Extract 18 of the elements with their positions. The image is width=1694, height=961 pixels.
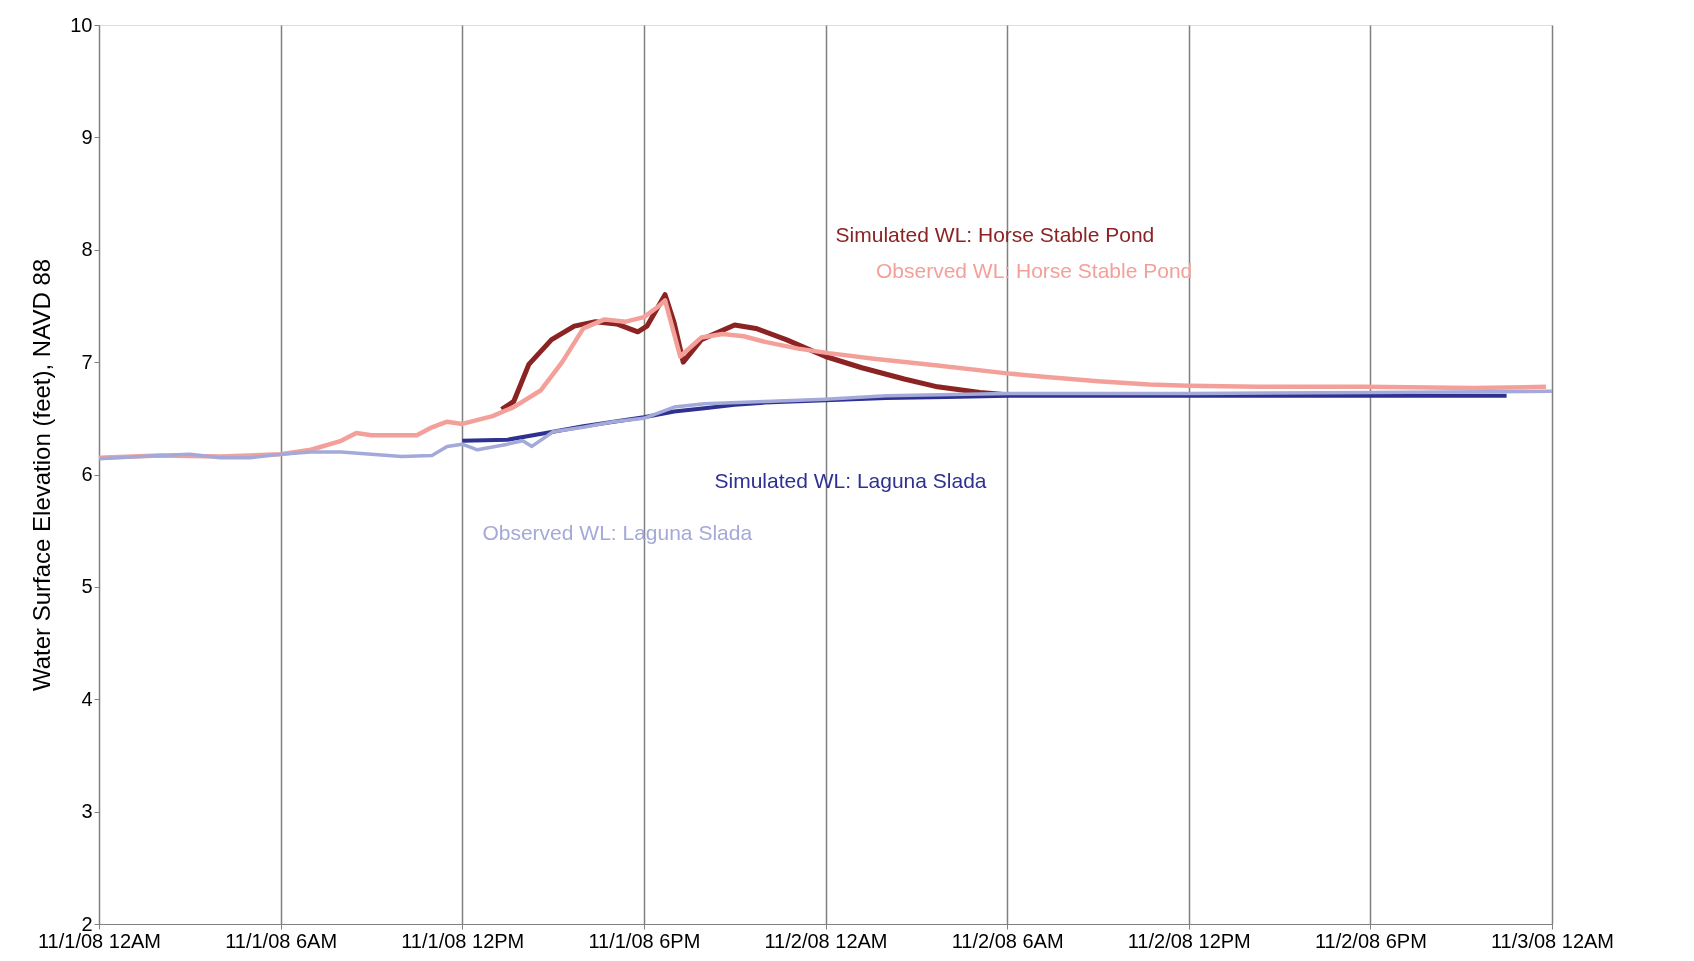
y-tick-label: 6 xyxy=(81,463,93,485)
x-tick-label: 11/2/08 6PM xyxy=(1314,929,1427,952)
x-tick-label: 11/1/08 6PM xyxy=(588,929,701,952)
y-axis-title: Water Surface Elevation (feet), NAVD 88 xyxy=(28,258,56,692)
y-tick-label: 3 xyxy=(81,800,93,823)
y-tick-label: 2 xyxy=(81,912,93,935)
x-tick-label: 11/1/08 12PM xyxy=(401,929,525,952)
y-tick-label: 9 xyxy=(81,125,93,148)
y-tick-label: 4 xyxy=(81,687,93,710)
y-tick-label: 7 xyxy=(81,350,93,373)
y-tick-label: 8 xyxy=(81,238,93,261)
y-tick-label: 5 xyxy=(81,575,93,598)
x-tick-label: 11/2/08 12PM xyxy=(1127,929,1251,952)
x-tick-label: 11/2/08 6AM xyxy=(951,929,1064,952)
x-tick-label: 11/3/08 12AM xyxy=(1490,929,1615,952)
y-tick-label: 10 xyxy=(70,13,93,36)
x-tick-label: 11/2/08 12AM xyxy=(764,929,888,952)
x-tick-label: 11/1/08 6AM xyxy=(225,929,338,952)
